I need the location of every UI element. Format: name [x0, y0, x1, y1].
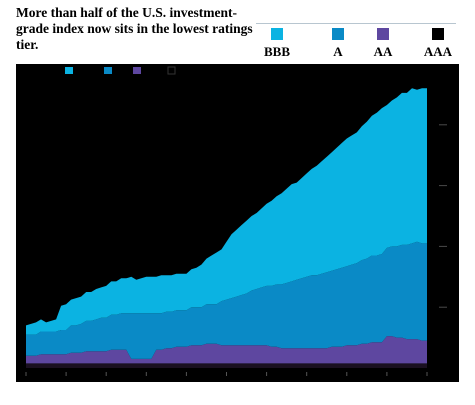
- stacked-area-chart: [16, 64, 459, 382]
- legend-swatch-a: [332, 28, 344, 40]
- area-bbb: [26, 88, 427, 335]
- inner-legend-swatch-bbb: [65, 67, 73, 74]
- inner-legend: [65, 66, 176, 75]
- inner-legend-swatch-aaa: [167, 66, 176, 75]
- legend-swatch-bbb: [271, 28, 283, 40]
- chart-title: More than half of the U.S. investment-gr…: [16, 5, 253, 52]
- legend-item-aaa: AAA: [418, 28, 458, 60]
- legend-item-bbb: BBB: [257, 28, 297, 60]
- legend-divider: [256, 23, 456, 24]
- legend-item-a: A: [318, 28, 358, 60]
- legend-label-aa: AA: [373, 44, 393, 59]
- legend-swatch-aaa: [432, 28, 444, 40]
- legend-item-aa: AA: [363, 28, 403, 60]
- area-aa: [26, 336, 427, 364]
- bottom-axis-ticks: [25, 372, 428, 376]
- inner-legend-swatch-aa: [133, 67, 141, 74]
- legend-label-bbb: BBB: [263, 44, 290, 59]
- area-a: [26, 241, 427, 359]
- inner-legend-swatch-a: [104, 67, 112, 74]
- right-axis-ticks: [439, 124, 447, 308]
- area-aaa: [26, 363, 427, 368]
- legend-label-aaa: AAA: [423, 44, 453, 59]
- legend-label-a: A: [333, 44, 343, 59]
- legend-swatch-aa: [377, 28, 389, 40]
- area-layers: [26, 88, 427, 368]
- chart-container: [16, 64, 459, 382]
